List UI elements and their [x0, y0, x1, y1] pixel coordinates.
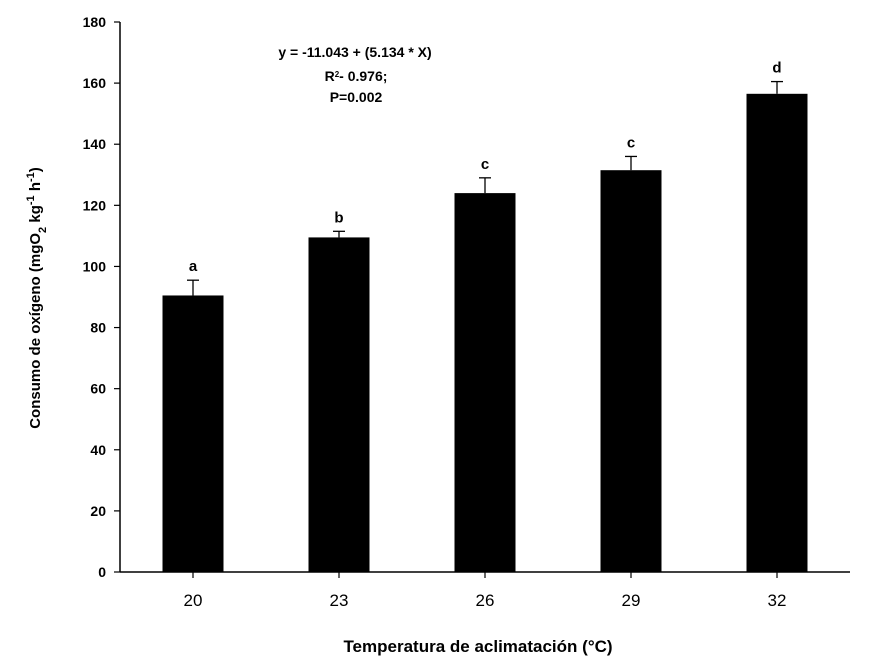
y-tick-label: 0 — [98, 564, 106, 580]
significance-letter: c — [481, 156, 489, 173]
x-tick-label: 23 — [330, 591, 349, 610]
x-tick-label: 20 — [184, 591, 203, 610]
regression-r2: R2- 0.976; — [325, 68, 388, 84]
regression-annotation: y = -11.043 + (5.134 * X) R2- 0.976; P=0… — [278, 44, 431, 105]
significance-letter: c — [627, 134, 635, 151]
bars-layer: a b c c d — [162, 60, 808, 573]
y-tick-label: 20 — [90, 503, 106, 519]
y-tick-label: 80 — [90, 320, 106, 336]
y-tick-label: 140 — [83, 136, 107, 152]
bar — [600, 170, 662, 572]
y-axis-title-close: ) — [27, 167, 44, 172]
y-tick-label: 160 — [83, 75, 107, 91]
bar — [746, 93, 808, 573]
y-axis-title: Consumo de oxígeno (mgO2 kg-1 h-1) — [25, 167, 49, 429]
y-axis-title-h: h — [27, 182, 44, 195]
x-tick-label: 26 — [476, 591, 495, 610]
x-tick-label: 29 — [622, 591, 641, 610]
y-axis: 0 20 40 60 80 100 120 140 160 180 — [83, 14, 121, 580]
bar — [308, 237, 370, 572]
y-axis-title-h-exp: -1 — [25, 172, 37, 182]
x-axis: 20 23 26 29 32 — [120, 571, 850, 610]
y-tick-label: 120 — [83, 197, 107, 213]
regression-p-value: P=0.002 — [330, 89, 383, 105]
y-tick-label: 100 — [83, 258, 107, 274]
r2-value: - 0.976; — [339, 68, 387, 84]
y-axis-title-sub: 2 — [37, 227, 49, 233]
y-tick-label: 40 — [90, 442, 106, 458]
y-axis-title-kg: kg — [27, 205, 44, 227]
significance-letter: a — [189, 258, 198, 275]
significance-letter: d — [772, 60, 781, 77]
significance-letter: b — [334, 209, 343, 226]
regression-equation: y = -11.043 + (5.134 * X) — [278, 44, 431, 60]
r2-superscript: 2 — [335, 70, 340, 79]
x-axis-title: Temperatura de aclimatación (°C) — [343, 637, 612, 656]
bar — [162, 295, 224, 572]
bar — [454, 193, 516, 572]
r2-prefix: R — [325, 68, 335, 84]
y-tick-label: 60 — [90, 381, 106, 397]
y-axis-title-main: Consumo de oxígeno (mgO — [27, 233, 44, 429]
y-axis-title-kg-exp: -1 — [25, 195, 37, 205]
y-tick-label: 180 — [83, 14, 107, 30]
x-tick-label: 32 — [768, 591, 787, 610]
